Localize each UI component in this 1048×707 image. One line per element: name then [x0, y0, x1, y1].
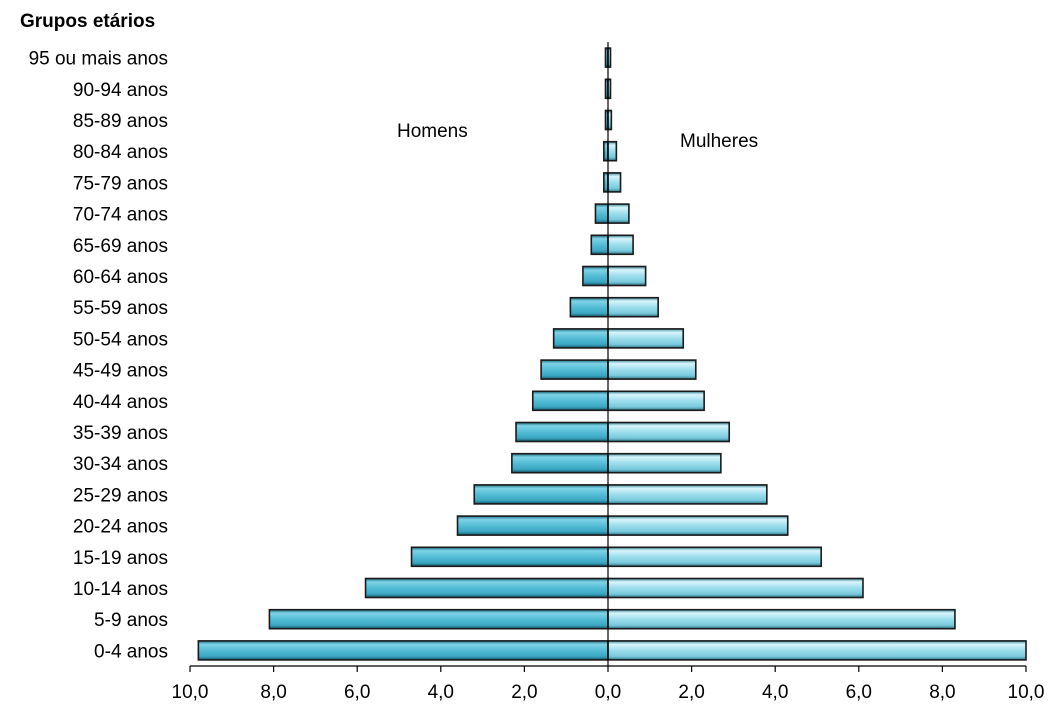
bar-homens — [531, 390, 609, 412]
category-label: 5-9 anos — [94, 610, 168, 631]
x-tick-label: 10,0 — [1008, 682, 1045, 703]
bar-mulheres — [607, 172, 622, 193]
bar-homens — [268, 608, 609, 630]
x-tick-label: 10,0 — [172, 682, 209, 703]
bar-homens — [473, 484, 609, 505]
bar-mulheres — [607, 484, 768, 505]
bar-mulheres — [607, 140, 618, 162]
category-label: 35-39 anos — [73, 423, 168, 444]
x-tick-label: 2,0 — [511, 682, 537, 703]
category-label: 40-44 anos — [73, 392, 168, 413]
category-label: 10-14 anos — [73, 579, 168, 600]
bar-homens — [197, 640, 609, 661]
category-label: 75-79 anos — [73, 173, 168, 194]
x-tick-label: 0,0 — [595, 682, 621, 703]
category-label: 50-54 anos — [73, 329, 168, 350]
category-label: 25-29 anos — [73, 485, 168, 506]
category-label: 90-94 anos — [73, 80, 168, 101]
x-tick-label: 6,0 — [846, 682, 872, 703]
y-axis-title: Grupos etários — [20, 11, 155, 32]
series-label-mulheres: Mulheres — [680, 131, 758, 152]
category-label: 15-19 anos — [73, 548, 168, 569]
bar-mulheres — [607, 608, 956, 630]
bar-homens — [456, 515, 609, 536]
category-label: 95 ou mais anos — [29, 49, 168, 70]
bar-homens — [552, 328, 609, 349]
category-label: 85-89 anos — [73, 111, 168, 132]
bar-mulheres — [607, 515, 789, 536]
bar-homens — [540, 359, 609, 380]
bar-homens — [569, 296, 609, 318]
series-label-homens: Homens — [397, 121, 468, 142]
bar-mulheres — [607, 640, 1027, 661]
bar-mulheres — [607, 203, 630, 224]
bar-mulheres — [607, 234, 634, 256]
bar-mulheres — [607, 265, 647, 287]
category-label: 70-74 anos — [73, 205, 168, 226]
bar-homens — [511, 452, 609, 474]
bar-homens — [582, 265, 609, 287]
category-label: 80-84 anos — [73, 142, 168, 163]
x-tick-label: 4,0 — [762, 682, 788, 703]
bar-mulheres — [607, 577, 864, 599]
x-tick-label: 8,0 — [929, 682, 955, 703]
bar-mulheres — [607, 328, 685, 349]
category-label: 0-4 anos — [94, 641, 168, 662]
bar-mulheres — [607, 546, 822, 568]
bar-homens — [590, 234, 609, 256]
bar-homens — [515, 421, 609, 443]
category-label: 55-59 anos — [73, 298, 168, 319]
bar-mulheres — [607, 421, 731, 443]
bar-homens — [594, 203, 609, 224]
x-tick-label: 2,0 — [678, 682, 704, 703]
x-tick-label: 6,0 — [344, 682, 370, 703]
category-label: 45-49 anos — [73, 361, 168, 382]
category-label: 60-64 anos — [73, 267, 168, 288]
x-tick-label: 4,0 — [428, 682, 454, 703]
x-tick-label: 8,0 — [260, 682, 286, 703]
bar-mulheres — [607, 296, 659, 318]
bar-homens — [410, 546, 609, 568]
category-label: 30-34 anos — [73, 454, 168, 475]
bar-homens — [364, 577, 609, 599]
bar-mulheres — [607, 390, 705, 412]
category-label: 65-69 anos — [73, 236, 168, 257]
category-label: 20-24 anos — [73, 517, 168, 538]
bar-mulheres — [607, 359, 697, 380]
bar-mulheres — [607, 452, 722, 474]
